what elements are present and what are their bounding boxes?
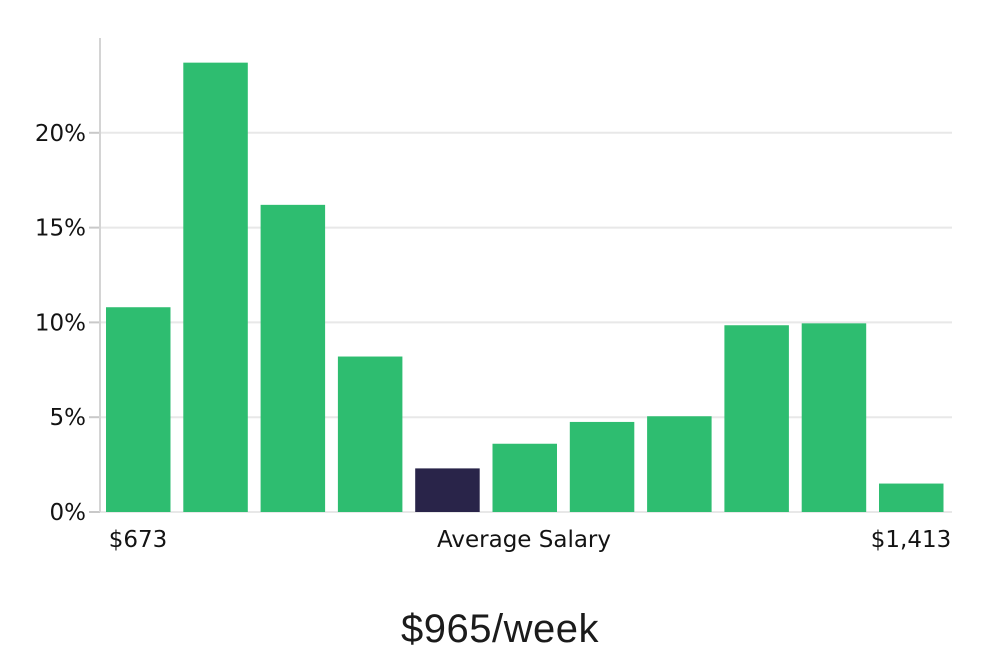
bar-chart-canvas: 0% 5% 10% 15% 20% [35, 38, 952, 526]
bar-average-salary-bin [415, 468, 480, 512]
x-axis-label-max-salary: $1,413 [870, 527, 952, 553]
bar-salary-bin-8 [647, 416, 712, 512]
x-axis-label-min-salary: $673 [108, 527, 168, 553]
x-axis-label-average-salary: Average Salary [436, 527, 612, 553]
bar-salary-bin-6 [492, 443, 557, 512]
y-tick-label: 0% [50, 500, 87, 526]
y-tick-label: 20% [35, 121, 86, 147]
bar-salary-bin-7 [569, 421, 635, 512]
y-tick-label: 15% [35, 216, 86, 242]
bar-salary-bin-11 [879, 483, 944, 512]
bar-salary-bin-3 [260, 204, 326, 512]
bar-salary-bin-10 [801, 323, 867, 512]
bar-salary-bin-2 [183, 62, 248, 512]
y-tick-label: 10% [35, 310, 86, 336]
bar-salary-bin-4 [337, 356, 403, 512]
bar-salary-bin-1 [106, 307, 171, 512]
bar-salary-bin-9 [724, 325, 789, 512]
y-tick-label: 5% [50, 405, 87, 431]
average-weekly-salary-title: $965/week [401, 607, 599, 651]
